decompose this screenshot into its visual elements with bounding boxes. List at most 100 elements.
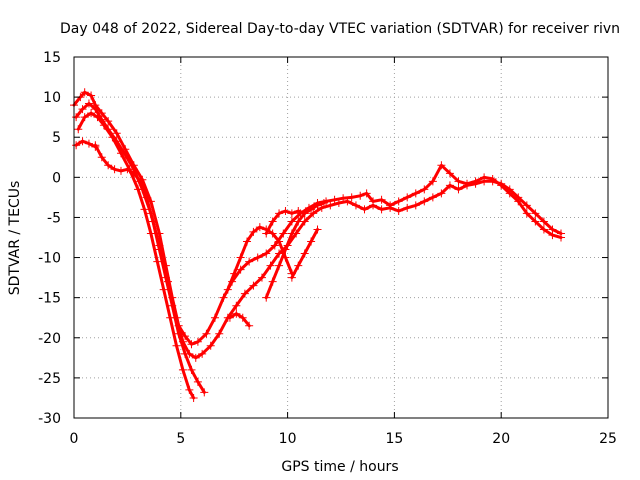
data-point <box>146 229 155 238</box>
data-point <box>116 166 125 175</box>
y-tick-label: 15 <box>43 50 61 66</box>
data-point <box>326 201 335 210</box>
data-point <box>104 117 113 126</box>
data-point <box>230 269 239 278</box>
data-point <box>80 88 89 97</box>
data-point <box>142 193 151 202</box>
series-line <box>264 201 326 300</box>
y-tick-label: -10 <box>38 251 61 267</box>
data-point <box>539 225 548 234</box>
data-point <box>74 125 83 134</box>
data-point <box>428 177 437 186</box>
data-point <box>445 169 454 178</box>
data-point <box>187 340 196 349</box>
data-point <box>84 99 93 108</box>
data-point <box>99 121 108 130</box>
series-track-7 <box>225 309 254 330</box>
data-point <box>136 177 145 186</box>
data-point <box>268 217 277 226</box>
data-point <box>249 227 258 236</box>
y-tick-label: -15 <box>38 291 61 307</box>
data-point <box>153 257 162 266</box>
series-track-10 <box>287 225 322 282</box>
data-point <box>294 217 303 226</box>
data-point <box>232 301 241 310</box>
x-tick-label: 15 <box>385 431 403 447</box>
data-point <box>116 149 125 158</box>
y-tick-label: 0 <box>52 170 61 186</box>
tick-layer: 0 5 10 15 20 25 15 10 5 0 -5 -10 -15 -20 -25 -30 <box>38 50 617 447</box>
data-point <box>257 273 266 282</box>
data-point <box>210 313 219 322</box>
series-track-1 <box>70 88 566 349</box>
data-point <box>232 309 241 318</box>
y-tick-label: -20 <box>38 331 61 347</box>
data-point <box>377 205 386 214</box>
data-point <box>313 225 322 234</box>
data-point <box>279 229 288 238</box>
data-point <box>445 181 454 190</box>
data-point <box>281 207 290 216</box>
data-point <box>428 193 437 202</box>
data-point <box>161 273 170 282</box>
data-point <box>322 197 331 206</box>
data-point <box>287 209 296 218</box>
data-point <box>281 245 290 254</box>
data-point <box>72 141 81 150</box>
data-point <box>471 179 480 188</box>
data-point <box>236 253 245 262</box>
data-point <box>225 313 234 322</box>
x-tick-label: 5 <box>176 431 185 447</box>
data-point <box>497 179 506 188</box>
data-point <box>463 181 472 190</box>
series-line <box>228 312 251 328</box>
data-point <box>437 189 446 198</box>
data-point <box>294 261 303 270</box>
data-point <box>386 203 395 212</box>
series-track-6 <box>223 223 296 294</box>
data-point <box>369 201 378 210</box>
data-point <box>78 137 87 146</box>
data-point <box>129 169 138 178</box>
series-line <box>76 111 196 400</box>
data-point <box>78 105 87 114</box>
data-point <box>330 195 339 204</box>
data-point <box>411 201 420 210</box>
data-point <box>215 329 224 338</box>
data-point <box>72 113 81 122</box>
data-point <box>531 217 540 226</box>
data-point <box>300 249 309 258</box>
data-point <box>219 293 228 302</box>
y-tick-label: -5 <box>47 210 61 226</box>
data-point <box>394 197 403 206</box>
data-point <box>275 261 284 270</box>
data-point <box>505 185 514 194</box>
data-point <box>394 207 403 216</box>
data-point <box>91 105 100 114</box>
data-point <box>200 388 209 397</box>
data-point <box>362 189 371 198</box>
data-point <box>270 241 279 250</box>
data-point <box>80 113 89 122</box>
x-axis-title: GPS time / hours <box>281 459 398 475</box>
data-point <box>149 217 158 226</box>
data-point <box>514 193 523 202</box>
data-point <box>437 161 446 170</box>
data-point <box>319 199 328 208</box>
data-point <box>539 217 548 226</box>
data-point <box>249 281 258 290</box>
y-tick-label: -25 <box>38 371 61 387</box>
x-tick-label: 10 <box>279 431 297 447</box>
data-point <box>287 229 296 238</box>
data-point <box>206 341 215 350</box>
data-point <box>454 177 463 186</box>
data-point <box>238 313 247 322</box>
chart-title: Day 048 of 2022, Sidereal Day-to-day VTE… <box>60 21 620 37</box>
data-point <box>262 293 271 302</box>
data-point <box>174 329 183 338</box>
plot-frame <box>73 56 609 419</box>
data-point <box>294 207 303 216</box>
data-point <box>287 273 296 282</box>
data-point <box>377 195 386 204</box>
